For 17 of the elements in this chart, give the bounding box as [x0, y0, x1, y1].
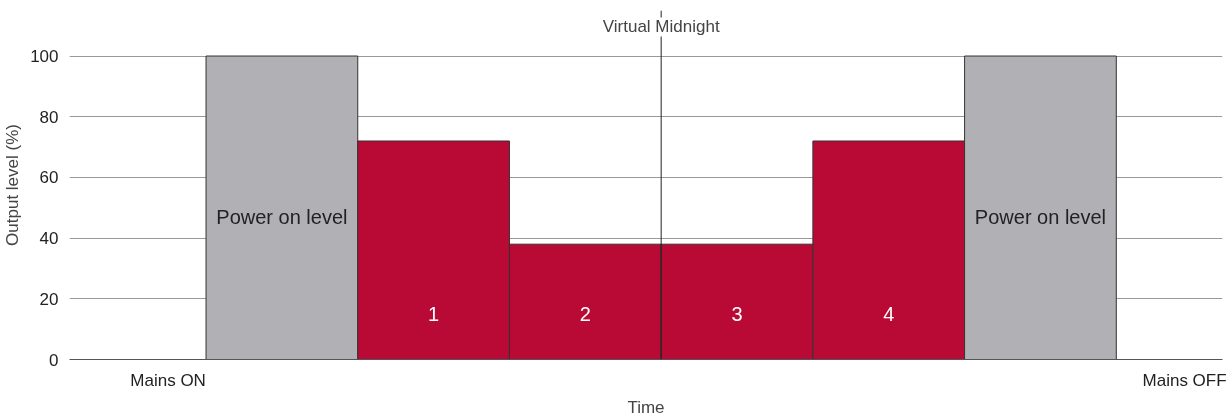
y-axis-title: Output level (%)	[3, 124, 23, 246]
y-tick-label: 60	[39, 168, 59, 188]
annotation: 2	[579, 303, 591, 326]
y-tick-label: 0	[49, 350, 59, 370]
text: Mains OFF	[1142, 370, 1227, 390]
x-axis-title: Time	[627, 397, 665, 417]
annotation: Power on level	[216, 205, 348, 228]
annotation: Virtual Midnight	[602, 17, 720, 37]
y-tick-label: 80	[39, 107, 59, 127]
y-tick-label: 20	[39, 289, 59, 309]
annotation: 3	[731, 303, 743, 326]
annotation: Power on level	[974, 205, 1107, 228]
y-tick-label: 100	[30, 47, 59, 67]
annotation: 1	[428, 303, 440, 326]
y-tick-label: 40	[39, 229, 59, 249]
annotation: 4	[883, 303, 895, 326]
text: Mains ON	[130, 370, 206, 390]
